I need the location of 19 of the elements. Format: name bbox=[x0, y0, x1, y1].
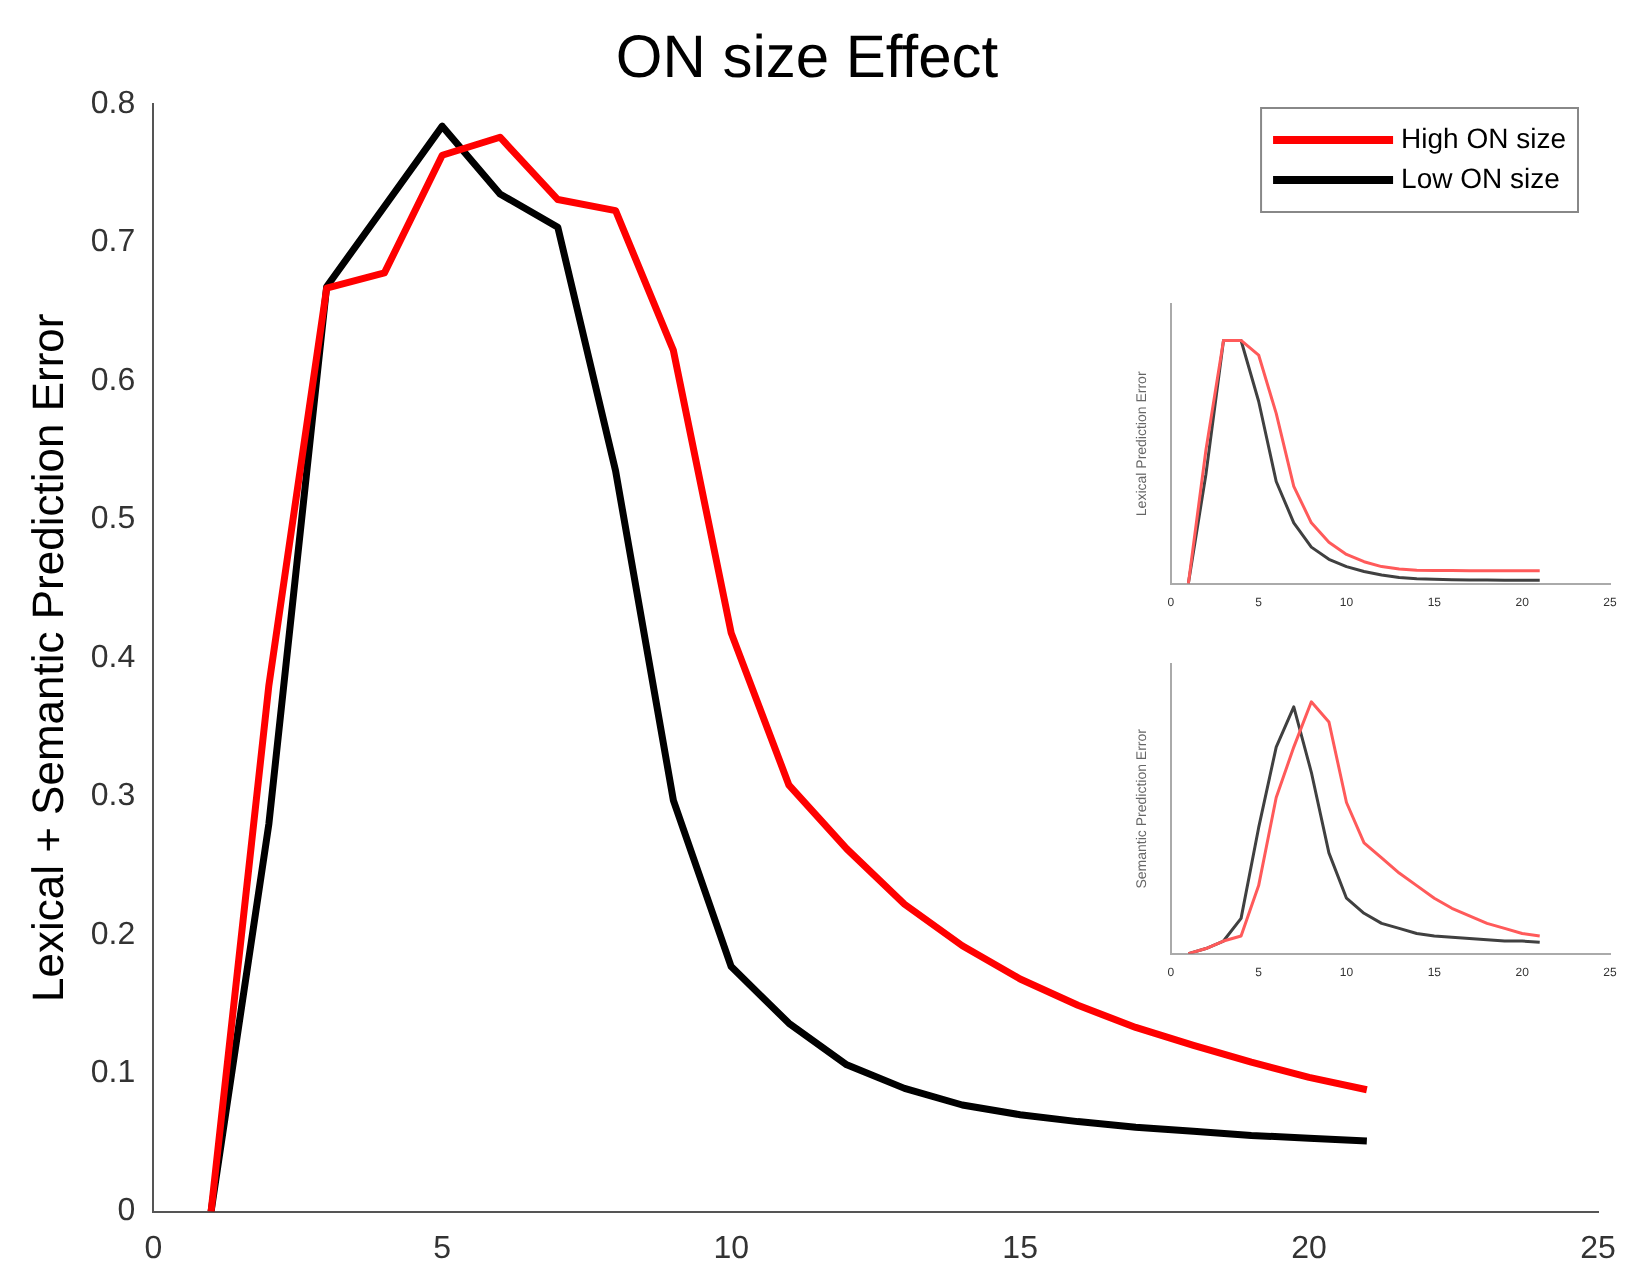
y-tick-label: 0.4 bbox=[90, 640, 136, 675]
x-tick-label: 5 bbox=[433, 1231, 452, 1266]
chart-title: ON size Effect bbox=[615, 24, 1000, 91]
y-tick-label: 0.8 bbox=[90, 86, 136, 121]
y-axis-title: Lexical + Semantic Prediction Error bbox=[22, 313, 73, 1002]
y-tick-label: 0.7 bbox=[90, 225, 136, 260]
y-tick-label: 0.2 bbox=[90, 917, 136, 952]
y-tick-label: 0 bbox=[117, 1194, 136, 1229]
x-tick-label: 15 bbox=[1002, 1231, 1039, 1266]
x-tick-label: 10 bbox=[713, 1231, 750, 1266]
legend-label: Low ON size bbox=[1401, 161, 1561, 194]
y-tick-label: 0.6 bbox=[90, 363, 136, 398]
x-tick-label: 25 bbox=[1580, 1231, 1616, 1266]
y-tick-label: 0.3 bbox=[90, 779, 136, 814]
x-tick-label: 0 bbox=[144, 1231, 163, 1266]
legend-label: High ON size bbox=[1401, 121, 1567, 154]
y-tick-label: 0.5 bbox=[90, 502, 136, 537]
y-tick-label: 0.1 bbox=[90, 1055, 136, 1090]
x-tick-label: 20 bbox=[1291, 1231, 1328, 1266]
